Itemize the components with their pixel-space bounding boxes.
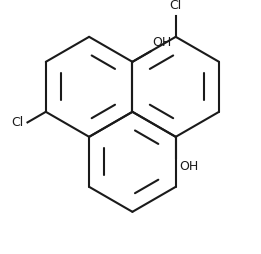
Text: OH: OH (153, 36, 172, 49)
Text: Cl: Cl (11, 116, 24, 129)
Text: Cl: Cl (170, 0, 182, 12)
Text: OH: OH (180, 160, 199, 173)
